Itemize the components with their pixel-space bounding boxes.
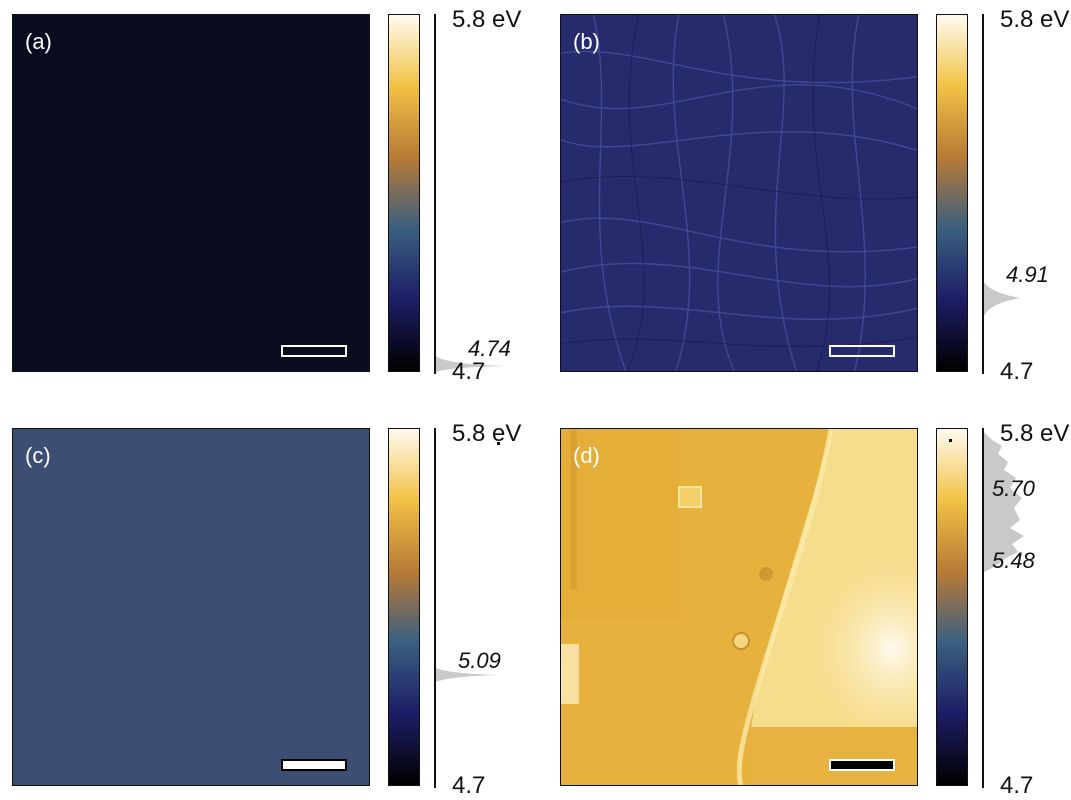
colorbar-marker-d xyxy=(949,439,952,442)
histogram-peak-c xyxy=(436,668,498,682)
surface-texture-d xyxy=(561,429,917,785)
histogram-axis-a xyxy=(434,14,436,374)
scale-bar-b xyxy=(829,345,895,357)
histogram-axis-b xyxy=(982,14,984,374)
colorbar-c xyxy=(388,428,420,786)
scale-bar-c xyxy=(281,759,347,771)
panel-label-b: (b) xyxy=(573,29,600,54)
histogram-b xyxy=(984,282,1020,316)
work-function-map-c: (c) xyxy=(12,428,370,786)
panel-label-c: (c) xyxy=(25,443,51,468)
scale-bar-d xyxy=(829,759,895,771)
histogram-c xyxy=(436,668,498,682)
axis-min-label-b: 4.7 xyxy=(1000,358,1034,385)
peak-label-a: 4.74 xyxy=(468,336,511,361)
work-function-map-a: (a) xyxy=(12,14,370,372)
marker-dot-c xyxy=(497,442,500,445)
colorbar-d xyxy=(936,428,968,786)
histogram-a xyxy=(436,356,506,372)
peak-label-b: 4.91 xyxy=(1006,262,1049,287)
histogram-peak-b xyxy=(984,282,1020,316)
fiber-texture-b xyxy=(561,15,917,371)
histogram-peak-a xyxy=(436,356,506,372)
axis-min-label-c: 4.7 xyxy=(452,772,486,799)
histogram-axis-d xyxy=(982,428,984,788)
histogram-d xyxy=(984,432,1024,572)
histogram-distribution-d xyxy=(984,432,1024,572)
axis-max-label-d: 5.8 eV xyxy=(1000,420,1070,447)
peak-label-d-low: 5.48 xyxy=(992,548,1035,573)
axis-min-label-a: 4.7 xyxy=(452,358,486,385)
work-function-map-d: (d) xyxy=(560,428,918,786)
axis-max-label-c: 5.8 eV xyxy=(452,420,522,447)
scale-bar-a xyxy=(281,345,347,357)
panel-label-d: (d) xyxy=(573,443,600,468)
work-function-map-b: (b) xyxy=(560,14,918,372)
axis-min-label-d: 4.7 xyxy=(1000,772,1034,799)
axis-max-label-b: 5.8 eV xyxy=(1000,6,1070,33)
axis-max-label-a: 5.8 eV xyxy=(452,6,522,33)
colorbar-b xyxy=(936,14,968,372)
panel-label-a: (a) xyxy=(25,29,52,54)
colorbar-a xyxy=(388,14,420,372)
peak-label-d-high: 5.70 xyxy=(992,476,1035,501)
histogram-axis-c xyxy=(434,428,436,788)
peak-label-c: 5.09 xyxy=(458,648,501,673)
